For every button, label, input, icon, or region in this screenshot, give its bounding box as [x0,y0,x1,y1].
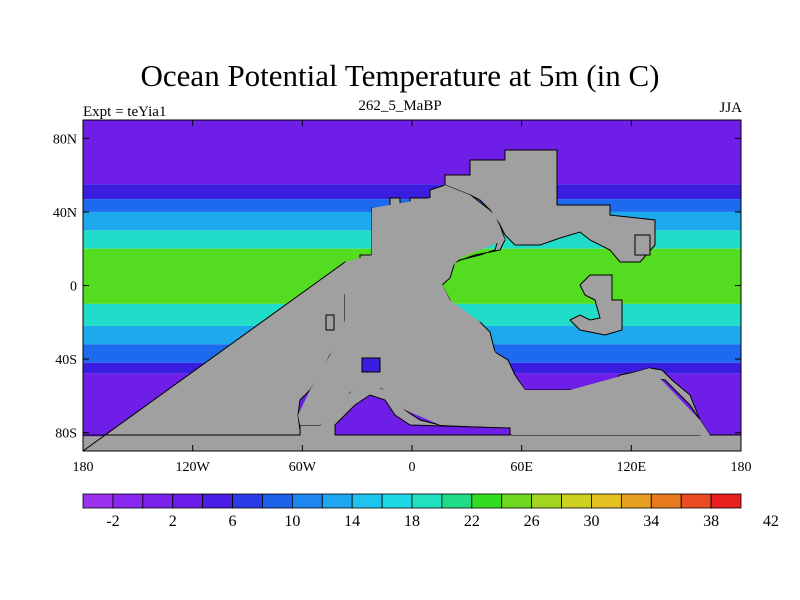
lon-tick-label: 180 [73,460,94,475]
ocean-pocket [361,357,381,373]
land-tethys-island [569,274,623,336]
map-subtitle: 262_5_MaBP [358,98,442,114]
map-axes: 80N 40N 0 40S 80S 180 120W 60W 0 60E 120E 180 [53,120,752,475]
colorbar-swatch [680,493,712,509]
season-label: JJA [719,100,742,116]
lat-tick-label: 80N [53,132,77,147]
ocean-band-0 [83,120,741,185]
colorbar-swatch [501,493,533,509]
colorbar-swatch [82,493,114,509]
colorbar-swatch [411,493,443,509]
colorbar-swatch [321,493,353,509]
land-island-west [325,314,335,331]
colorbar-swatch [561,493,592,509]
colorbar-label: 26 [524,513,540,530]
colorbar-label: 38 [703,513,719,530]
lon-tick-label: 180 [731,460,752,475]
lon-tick-label: 60E [510,460,533,475]
colorbar-swatch [172,493,204,509]
lon-tick-label: 120E [617,460,647,475]
colorbar-label: 10 [284,513,300,530]
colorbar-swatch [531,493,562,509]
colorbar-swatch [471,493,503,509]
land-mask [83,149,741,451]
colorbar-swatch [351,493,383,509]
lat-tick-label: 40S [55,353,77,368]
colorbar-swatch [202,493,233,509]
experiment-label: Expt = teYia1 [83,104,167,120]
land-island-east [634,234,651,256]
colorbar-label: 18 [404,513,420,530]
colorbar-label: 22 [464,513,480,530]
colorbar-swatch [232,493,263,509]
land-central [298,185,710,435]
lat-tick-label: 40N [53,206,77,221]
colorbar-swatch [710,493,742,509]
colorbar-swatch [142,493,174,509]
colorbar: -2 2 6 10 14 18 22 26 30 34 38 42 [82,493,779,530]
colorbar-swatch [291,493,323,509]
colorbar-swatch [620,493,652,509]
colorbar-label: 30 [583,513,599,530]
lat-tick-label: 0 [70,280,77,295]
colorbar-label: 2 [169,513,177,530]
lat-tick-label: 80S [55,427,77,442]
colorbar-label: 14 [344,513,360,530]
colorbar-label: -2 [106,513,119,530]
colorbar-swatch [112,493,144,509]
map-title: Ocean Potential Temperature at 5m (in C) [140,58,660,93]
colorbar-swatch [441,493,473,509]
colorbar-swatch [381,493,413,509]
colorbar-label: 42 [763,513,779,530]
lon-tick-label: 0 [409,460,416,475]
colorbar-swatch [650,493,682,509]
colorbar-label: 34 [643,513,659,530]
ocean-band-1 [83,184,741,200]
colorbar-swatch [262,493,293,509]
colorbar-label: 6 [229,513,237,530]
colorbar-swatch [591,493,622,509]
ocean-inlet-south [334,394,511,436]
lon-tick-label: 120W [176,460,211,475]
lon-tick-label: 60W [289,460,317,475]
